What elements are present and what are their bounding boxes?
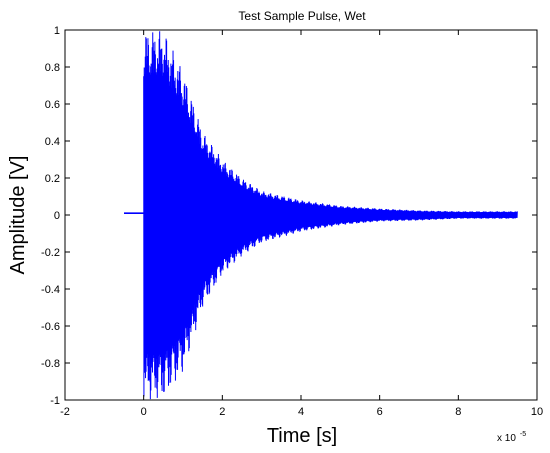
- y-tick-label: 0.6: [45, 99, 60, 111]
- y-tick-label: -1: [50, 395, 60, 407]
- chart-title: Test Sample Pulse, Wet: [238, 9, 366, 23]
- signal-layer: [124, 31, 518, 400]
- y-axis-label: Amplitude [V]: [7, 156, 29, 275]
- x-tick-label: 2: [219, 406, 225, 418]
- x-axis-exponent-power: -5: [520, 431, 526, 438]
- y-tick-label: 0.8: [45, 62, 60, 74]
- x-tick-label: 4: [298, 406, 304, 418]
- y-tick-label: -0.6: [41, 321, 60, 333]
- x-tick-label: 0: [141, 406, 147, 418]
- x-axis-label: Time [s]: [267, 425, 337, 447]
- y-tick-label: 1: [54, 25, 60, 37]
- y-tick-label: 0.2: [45, 173, 60, 185]
- y-tick-label: -0.4: [41, 284, 60, 296]
- y-tick-label: -0.8: [41, 358, 60, 370]
- x-axis-ticks: -2 0 2 4 6 8 10: [60, 30, 543, 418]
- x-tick-label: 10: [531, 406, 543, 418]
- x-axis-exponent-base: x 10: [497, 433, 516, 444]
- x-tick-label: 8: [455, 406, 461, 418]
- signal-core-fill: [143, 113, 518, 317]
- y-tick-label: 0: [54, 210, 60, 222]
- x-axis-exponent: x 10 -5: [497, 428, 526, 445]
- y-tick-label: 0.4: [45, 136, 60, 148]
- x-tick-label: -2: [60, 406, 70, 418]
- x-tick-label: 6: [377, 406, 383, 418]
- y-tick-label: -0.2: [41, 247, 60, 259]
- y-axis-ticks: -1 -0.8 -0.6 -0.4 -0.2 0 0.2 0.4 0.6 0.8 1: [41, 25, 537, 407]
